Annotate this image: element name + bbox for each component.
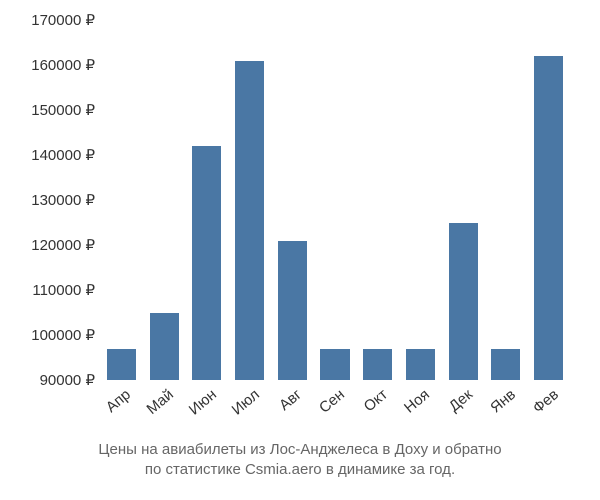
y-tick-label: 110000 ₽ (0, 281, 95, 299)
bar (320, 349, 349, 381)
x-tick-label: Янв (477, 386, 519, 425)
x-tick-label: Сен (306, 386, 348, 425)
plot-area (100, 20, 570, 380)
bar (363, 349, 392, 381)
bar (406, 349, 435, 381)
y-tick-label: 150000 ₽ (0, 101, 95, 119)
y-tick-label: 100000 ₽ (0, 326, 95, 344)
bar (235, 61, 264, 381)
y-tick-label: 90000 ₽ (0, 371, 95, 389)
bar (534, 56, 563, 380)
y-tick-label: 130000 ₽ (0, 191, 95, 209)
bar (150, 313, 179, 381)
x-tick-label: Апр (93, 386, 135, 425)
x-tick-label: Фев (520, 386, 562, 425)
bar (278, 241, 307, 381)
x-tick-label: Окт (349, 386, 391, 425)
x-tick-label: Дек (435, 386, 477, 425)
bar (192, 146, 221, 380)
caption-line-1: Цены на авиабилеты из Лос-Анджелеса в До… (98, 441, 501, 458)
y-tick-label: 120000 ₽ (0, 236, 95, 254)
x-axis-labels: АпрМайИюнИюлАвгСенОктНояДекЯнвФев (100, 384, 570, 434)
x-tick-label: Июл (221, 386, 263, 425)
bar (449, 223, 478, 381)
x-tick-label: Ноя (392, 386, 434, 425)
caption-line-2: по статистике Csmia.aero в динамике за г… (145, 461, 455, 478)
y-tick-label: 170000 ₽ (0, 11, 95, 29)
chart-caption: Цены на авиабилеты из Лос-Анджелеса в До… (0, 440, 600, 481)
x-tick-label: Май (135, 386, 177, 425)
y-tick-label: 160000 ₽ (0, 56, 95, 74)
price-bar-chart: 90000 ₽ 100000 ₽ 110000 ₽ 120000 ₽ 130000 ₽ 1… (0, 0, 600, 500)
bars-container (100, 20, 570, 380)
bar (107, 349, 136, 381)
x-tick-label: Июн (178, 386, 220, 425)
y-tick-label: 140000 ₽ (0, 146, 95, 164)
x-tick-label: Авг (264, 386, 306, 425)
y-axis-labels: 90000 ₽100000 ₽110000 ₽120000 ₽130000 ₽1… (0, 20, 95, 380)
bar (491, 349, 520, 381)
